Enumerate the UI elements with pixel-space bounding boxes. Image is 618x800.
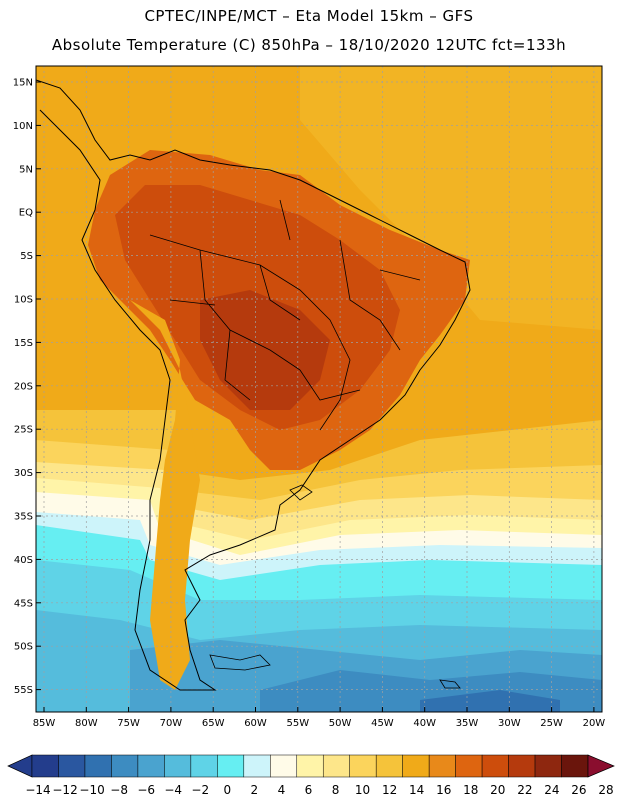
colorbar-label: 28: [598, 783, 613, 797]
colorbar-arrow-low: [7, 754, 33, 778]
lat-tick-label: 40S: [14, 555, 33, 566]
colorbar-label: 4: [278, 783, 286, 797]
colorbar-label: 12: [382, 783, 397, 797]
andes-ridge: [130, 300, 200, 690]
lat-tick-label: 10S: [14, 295, 33, 306]
colorbar-label: −10: [79, 783, 104, 797]
lat-tick-label: 15S: [14, 338, 33, 349]
lon-tick-label: 35W: [456, 718, 479, 729]
lon-tick-label: 70W: [160, 718, 183, 729]
colorbar-swatch: [31, 754, 59, 778]
colorbar-swatch: [111, 754, 139, 778]
colorbar-label: −12: [52, 783, 77, 797]
lat-tick-label: 55S: [14, 685, 33, 696]
colorbar-swatch: [508, 754, 536, 778]
colorbar-swatch: [455, 754, 483, 778]
south-georgia-island: [439, 679, 461, 689]
colorbar-swatch: [402, 754, 430, 778]
temperature-field: [36, 66, 602, 712]
coastline: [36, 79, 471, 691]
lon-tick-label: 80W: [75, 718, 98, 729]
lon-tick-label: 20W: [583, 718, 606, 729]
colorbar-label: −8: [110, 783, 128, 797]
colorbar-swatch: [190, 754, 218, 778]
lon-tick-label: 45W: [371, 718, 394, 729]
colorbar-label: 18: [463, 783, 478, 797]
colorbar-swatch: [322, 754, 350, 778]
colorbar-label: 22: [517, 783, 532, 797]
band-neg8: [420, 690, 560, 712]
gridlines: [36, 66, 602, 712]
colorbar-labels: −14 −12 −10 −8 −6 −4 −2 0 2 4 6 8 10 12 14 16 18 20 22 24 26…: [25, 783, 613, 797]
lat-tick-label: 50S: [14, 642, 33, 653]
lat-tick-label: 25S: [14, 425, 33, 436]
colorbar-swatch: [217, 754, 245, 778]
lon-tick-label: 60W: [244, 718, 267, 729]
lon-tick-label: 25W: [540, 718, 563, 729]
colorbar-label: −2: [191, 783, 209, 797]
lat-tick-label: EQ: [19, 208, 33, 219]
colorbar-swatch: [561, 754, 589, 778]
colorbar-label: −14: [25, 783, 50, 797]
colorbar-swatch: [164, 754, 192, 778]
lat-tick-label: 35S: [14, 512, 33, 523]
colorbar-arrow-high: [587, 754, 615, 778]
colorbar-swatch: [137, 754, 165, 778]
lon-tick-label: 30W: [498, 718, 521, 729]
map-frame: [35, 65, 603, 713]
lat-tick-label: 10N: [13, 121, 33, 132]
lon-tick-label: 50W: [329, 718, 352, 729]
colorbar: [7, 754, 615, 778]
colorbar-swatch: [349, 754, 377, 778]
lat-tick-label: 5N: [19, 164, 33, 175]
colorbar-label: 2: [251, 783, 259, 797]
country-borders: [149, 199, 421, 431]
colorbar-swatch: [243, 754, 271, 778]
colorbar-label: 0: [224, 783, 232, 797]
colorbar-label: 20: [490, 783, 505, 797]
colorbar-swatch: [58, 754, 86, 778]
colorbar-label: 26: [571, 783, 586, 797]
lat-tick-label: 30S: [14, 468, 33, 479]
longitude-axis: 85W 80W 75W 70W 65W 60W 55W 50W 45W 40W 35W 30W 25W 2…: [33, 707, 606, 729]
colorbar-label: 10: [355, 783, 370, 797]
colorbar-swatch: [375, 754, 403, 778]
lagoon-outline: [289, 484, 313, 501]
continent-hottest-zone: [200, 290, 330, 410]
colorbar-label: −4: [164, 783, 182, 797]
colorbar-label: −6: [137, 783, 155, 797]
lon-tick-label: 85W: [33, 718, 56, 729]
colorbar-swatch: [534, 754, 562, 778]
colorbar-swatch: [270, 754, 298, 778]
lat-tick-label: 5S: [20, 251, 33, 262]
colorbar-swatch: [428, 754, 456, 778]
colorbar-swatch: [481, 754, 509, 778]
colorbar-label: 8: [332, 783, 340, 797]
lon-tick-label: 40W: [413, 718, 436, 729]
chart-title-line1: CPTEC/INPE/MCT – Eta Model 15km – GFS: [144, 7, 474, 25]
colorbar-label: 24: [544, 783, 559, 797]
lat-tick-label: 45S: [14, 598, 33, 609]
falkland-islands: [209, 654, 271, 671]
lon-tick-label: 55W: [286, 718, 309, 729]
latitude-axis: 15N 10N 5N EQ 5S 10S 15S 20S 25S 30S 35S 40S 45S 50S 5…: [13, 78, 41, 696]
lat-tick-label: 20S: [14, 381, 33, 392]
lon-tick-label: 75W: [117, 718, 140, 729]
colorbar-swatch: [296, 754, 324, 778]
chart-title-line2: Absolute Temperature (C) 850hPa – 18/10/…: [51, 36, 567, 54]
atlantic-north-zone: [300, 66, 602, 330]
colorbar-label: 14: [409, 783, 424, 797]
colorbar-label: 16: [436, 783, 451, 797]
colorbar-swatch: [84, 754, 112, 778]
colorbar-label: 6: [305, 783, 313, 797]
lat-tick-label: 15N: [13, 78, 33, 89]
lon-tick-label: 65W: [202, 718, 225, 729]
